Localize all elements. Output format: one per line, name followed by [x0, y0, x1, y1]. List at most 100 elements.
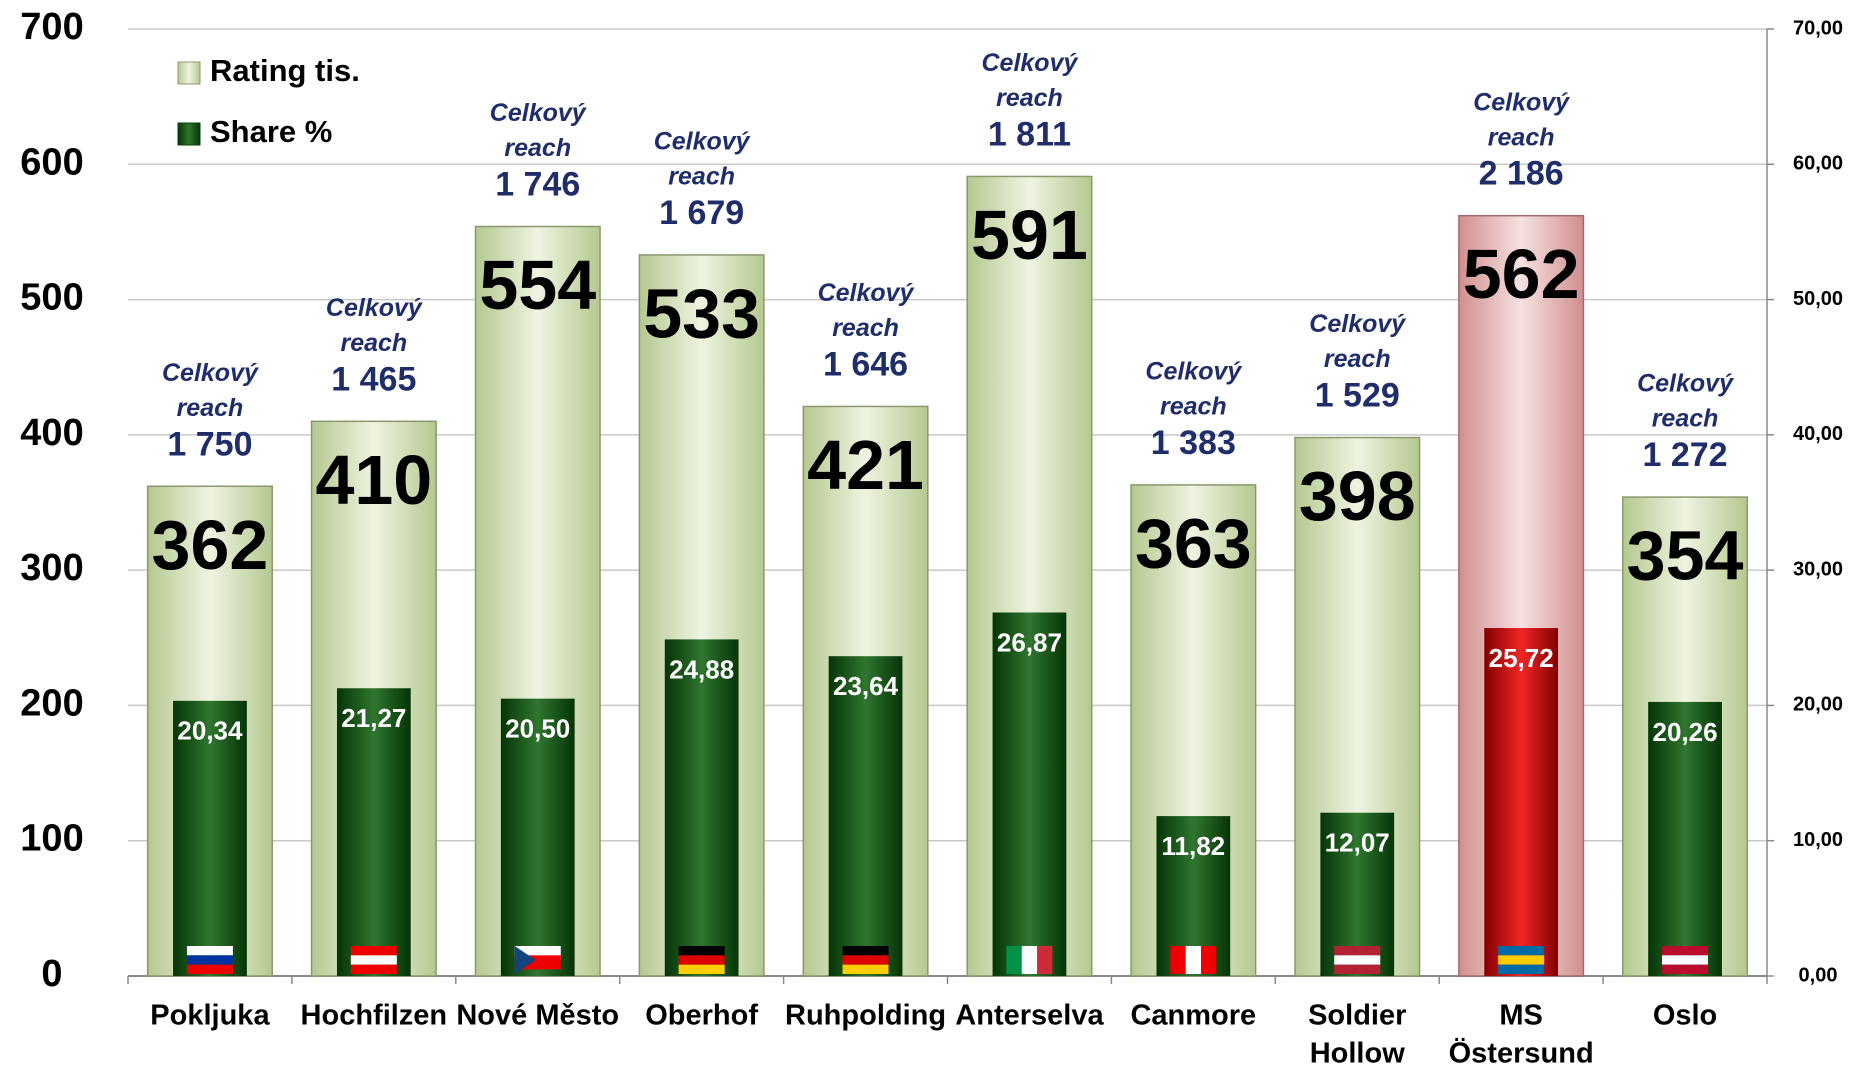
y-tick-label: 600 — [20, 141, 83, 183]
share-label: 24,88 — [669, 654, 734, 684]
y2-tick-label: 60,00 — [1793, 153, 1843, 175]
flag — [350, 946, 397, 974]
x-tick-label: Nové Město — [456, 1000, 619, 1032]
rating-label: 398 — [1299, 457, 1416, 535]
share-bar — [664, 639, 739, 976]
reach-title: reach — [668, 163, 735, 191]
y-tick-label: 700 — [20, 6, 83, 48]
reach-title: Celkový — [654, 128, 751, 156]
reach-title: reach — [1488, 123, 1555, 151]
share-label: 11,82 — [1162, 831, 1226, 861]
y-tick-label: 0 — [41, 953, 62, 995]
reach-title: Celkový — [1309, 310, 1406, 338]
x-tick-label: Östersund — [1449, 1037, 1594, 1070]
share-bar — [173, 700, 247, 976]
y2-tick-label: 20,00 — [1793, 694, 1843, 716]
legend-label: Share % — [210, 114, 332, 149]
reach-title: reach — [340, 329, 407, 357]
reach-title: reach — [177, 394, 244, 422]
x-tick-label: Oberhof — [645, 1000, 758, 1032]
share-label: 12,07 — [1325, 828, 1390, 858]
flag — [514, 946, 561, 974]
x-tick-label: Oslo — [1653, 1000, 1717, 1032]
reach-title: Celkový — [162, 359, 259, 387]
reach-value: 2 186 — [1479, 155, 1564, 193]
reach-value: 1 646 — [823, 345, 908, 383]
x-tick-label: Canmore — [1130, 1000, 1256, 1032]
flag — [1170, 946, 1217, 974]
flag — [1006, 946, 1053, 974]
rating-label: 591 — [971, 196, 1088, 274]
y-tick-label: 400 — [20, 412, 83, 454]
share-bar — [336, 688, 411, 976]
y-tick-label: 500 — [20, 277, 83, 319]
reach-title: reach — [1652, 405, 1719, 433]
reach-title: Celkový — [1473, 88, 1570, 116]
reach-value: 1 383 — [1151, 424, 1236, 462]
reach-title: Celkový — [1145, 358, 1242, 386]
flag — [1662, 946, 1709, 974]
reach-value: 1 679 — [659, 194, 744, 232]
x-tick-label: Hollow — [1310, 1038, 1405, 1070]
share-label: 23,64 — [833, 671, 899, 701]
y-tick-label: 100 — [20, 818, 83, 860]
x-tick-label: MS — [1499, 1000, 1543, 1032]
y-tick-label: 300 — [20, 547, 83, 589]
share-bar — [500, 698, 575, 976]
rating-label: 354 — [1627, 517, 1744, 595]
reach-title: reach — [832, 314, 899, 342]
flag — [1334, 946, 1381, 974]
legend-label: Rating tis. — [210, 53, 360, 88]
reach-title: reach — [996, 84, 1063, 112]
flag — [678, 946, 725, 974]
rating-label: 533 — [643, 274, 760, 352]
reach-title: Celkový — [982, 49, 1079, 77]
reach-value: 1 272 — [1643, 436, 1728, 474]
share-label: 25,72 — [1489, 643, 1554, 673]
y2-tick-label: 0,00 — [1799, 964, 1838, 986]
share-label: 20,34 — [177, 716, 243, 746]
flag — [842, 946, 889, 974]
rating-label: 410 — [315, 441, 432, 519]
share-label: 20,50 — [505, 714, 570, 744]
x-tick-label: Anterselva — [955, 1000, 1104, 1032]
flag — [1498, 946, 1545, 974]
reach-value: 1 750 — [167, 425, 252, 463]
share-label: 20,26 — [1653, 717, 1718, 747]
y2-tick-label: 70,00 — [1793, 17, 1843, 39]
rating-label: 562 — [1463, 235, 1580, 313]
reach-value: 1 811 — [988, 115, 1071, 153]
rating-label: 554 — [479, 246, 596, 324]
reach-title: reach — [504, 134, 571, 162]
rating-label: 362 — [152, 506, 269, 584]
legend-swatch — [177, 122, 201, 146]
flag — [186, 946, 233, 974]
rating-label: 421 — [807, 426, 924, 504]
reach-title: reach — [1324, 345, 1391, 373]
rating-label: 363 — [1135, 504, 1252, 582]
y2-tick-label: 40,00 — [1793, 423, 1843, 445]
y2-tick-label: 10,00 — [1793, 829, 1843, 851]
x-tick-label: Hochfilzen — [301, 1000, 448, 1032]
share-label: 21,27 — [341, 703, 406, 733]
reach-value: 1 465 — [331, 360, 416, 398]
reach-title: Celkový — [490, 99, 587, 127]
share-bar — [992, 612, 1067, 976]
reach-value: 1 529 — [1315, 377, 1400, 415]
share-bar — [1484, 628, 1559, 976]
y2-tick-label: 50,00 — [1793, 288, 1843, 310]
reach-title: Celkový — [1637, 370, 1734, 398]
reach-title: reach — [1160, 393, 1227, 421]
legend-swatch — [177, 61, 201, 85]
reach-title: Celkový — [326, 294, 423, 322]
share-bar — [1648, 701, 1722, 976]
y-tick-label: 200 — [20, 682, 83, 724]
share-label: 26,87 — [997, 627, 1062, 657]
x-tick-label: Pokljuka — [150, 1000, 270, 1032]
reach-title: Celkový — [818, 279, 915, 307]
share-bar — [828, 656, 903, 976]
reach-value: 1 746 — [495, 166, 580, 204]
x-tick-label: Ruhpolding — [785, 1000, 946, 1032]
x-tick-label: Soldier — [1308, 1000, 1406, 1032]
